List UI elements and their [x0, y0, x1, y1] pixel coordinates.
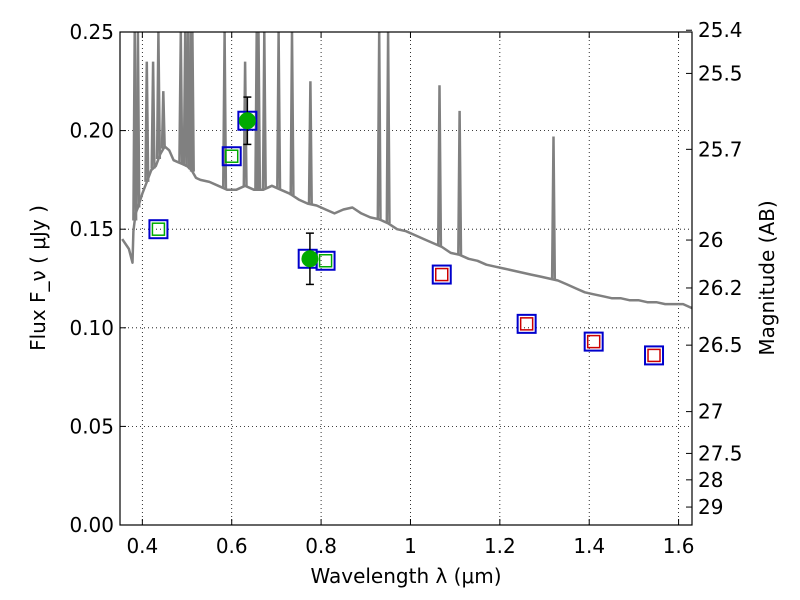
- y-tick-label: 0.25: [69, 20, 114, 44]
- model-point-blue: [221, 146, 242, 167]
- x-tick-label: 0.8: [305, 534, 337, 558]
- x-tick-label: 1: [404, 534, 417, 558]
- plot-area: [120, 32, 692, 525]
- plot-frame: [119, 31, 693, 526]
- emission-line: [150, 61, 156, 169]
- model-point-blue: [583, 331, 604, 352]
- y-tick-label: 0.15: [69, 217, 114, 241]
- emission-line: [135, 32, 141, 208]
- emission-line: [307, 81, 313, 205]
- ticks: 0.4 0.6 0.8 1 1.2 1.4 1.6 0.00 0.05 0.10 0.15 0.20 0…: [69, 18, 742, 558]
- model-point-blue: [431, 264, 452, 285]
- y2-tick-label: 25.5: [698, 61, 743, 85]
- y2-tick-label: 28: [698, 468, 723, 492]
- emission-line: [385, 32, 391, 224]
- y-tick-label: 0.20: [69, 119, 114, 143]
- y2-tick-label: 25.7: [698, 137, 743, 161]
- model-point-green: [151, 222, 166, 236]
- plot-content: [121, 32, 692, 310]
- model-point-red: [519, 317, 534, 331]
- model-point-red: [647, 348, 661, 363]
- y-tick-label: 0.05: [69, 414, 114, 438]
- emission-line: [160, 91, 166, 149]
- y2-axis-label: Magnitude (AB): [755, 200, 779, 355]
- y-tick-label: 0.10: [69, 316, 114, 340]
- emission-line: [457, 110, 463, 255]
- emission-line: [289, 32, 295, 196]
- emission-line: [376, 32, 382, 220]
- x-tick-label: 0.6: [216, 534, 248, 558]
- model-point-red: [586, 334, 601, 349]
- observed-point: [301, 250, 319, 268]
- y2-tick-label: 25.4: [698, 18, 743, 42]
- y2-tick-label: 29: [698, 495, 723, 519]
- x-axis-label: Wavelength λ (μm): [310, 564, 501, 588]
- x-tick-label: 1.6: [663, 534, 695, 558]
- emission-line: [261, 32, 267, 190]
- y-axis-label: Flux F_ν ( μJy ): [26, 205, 50, 351]
- emission-line: [155, 32, 162, 160]
- x-tick-label: 1.4: [573, 534, 605, 558]
- emission-line: [178, 32, 184, 164]
- emission-line: [221, 32, 228, 189]
- y2-tick-label: 26: [698, 228, 723, 252]
- model-point-red: [435, 267, 449, 282]
- model-point-blue: [148, 219, 169, 240]
- observed-point: [238, 112, 256, 130]
- y2-tick-label: 27: [698, 400, 723, 424]
- markers: [148, 96, 665, 366]
- x-tick-label: 1.2: [484, 534, 516, 558]
- emission-line: [550, 136, 557, 280]
- model-point-green: [224, 149, 239, 163]
- y2-tick-label: 26.2: [698, 276, 743, 300]
- y2-tick-label: 26.5: [698, 333, 743, 357]
- emission-line: [436, 85, 443, 247]
- y-tick-label: 0.00: [69, 513, 114, 537]
- x-tick-label: 0.4: [126, 534, 158, 558]
- y2-tick-label: 27.5: [698, 441, 743, 465]
- spectrum-line: [121, 145, 692, 310]
- model-point-green: [318, 254, 333, 268]
- model-point-blue: [644, 345, 665, 366]
- emission-line: [276, 32, 282, 189]
- emission-line: [189, 32, 195, 172]
- emission-line: [144, 61, 150, 182]
- emission-line: [255, 32, 262, 190]
- model-point-blue: [516, 313, 537, 334]
- emission-line: [132, 32, 138, 221]
